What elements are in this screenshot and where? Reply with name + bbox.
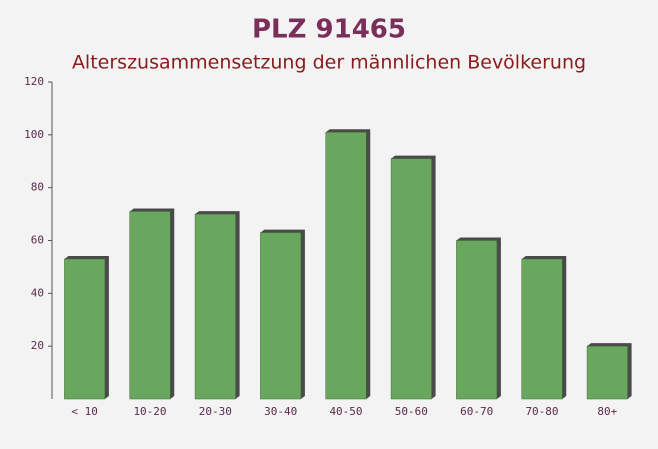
y-tick-label: 20 [31, 339, 44, 352]
x-tick-label: 10-20 [133, 405, 166, 418]
y-tick-label: 40 [31, 286, 44, 299]
bar [390, 158, 432, 400]
x-tick-label: < 10 [71, 405, 98, 418]
bar [456, 240, 498, 400]
x-tick-label: 30-40 [264, 405, 297, 418]
bar [521, 258, 563, 400]
bar [64, 258, 106, 400]
x-tick-label: 50-60 [395, 405, 428, 418]
chart-title: PLZ 91465 [252, 15, 406, 45]
x-tick-label: 70-80 [525, 405, 558, 418]
chart-subtitle: Alterszusammensetzung der männlichen Bev… [72, 52, 586, 74]
bar [586, 345, 628, 400]
bar [129, 211, 171, 400]
bar [325, 131, 367, 400]
x-tick-label: 60-70 [460, 405, 493, 418]
bar [260, 232, 302, 400]
x-tick-label: 20-30 [199, 405, 232, 418]
y-tick-label: 120 [24, 75, 44, 88]
x-tick-label: 40-50 [329, 405, 362, 418]
y-tick-label: 100 [24, 128, 44, 141]
x-tick-label: 80+ [597, 405, 617, 418]
bar [194, 213, 236, 400]
y-tick-label: 60 [31, 234, 44, 247]
y-tick-label: 80 [31, 181, 44, 194]
